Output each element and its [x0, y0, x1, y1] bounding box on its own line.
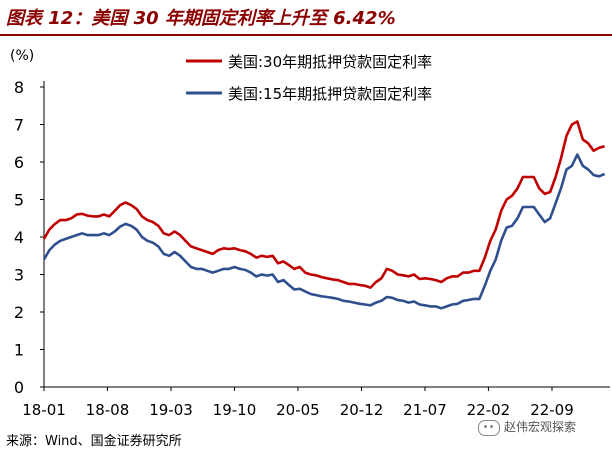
legend-label: 美国:15年期抵押贷款固定利率 — [228, 85, 432, 103]
legend-label: 美国:30年期抵押贷款固定利率 — [228, 53, 432, 71]
y-tick-label: 5 — [14, 191, 24, 210]
y-tick-label: 4 — [14, 228, 24, 247]
y-tick-label: 8 — [14, 78, 24, 97]
y-tick-label: 0 — [14, 378, 24, 397]
title-bar: 图表 12：美国 30 年期固定利率上升至 6.42% — [0, 0, 612, 36]
y-tick-label: 6 — [14, 153, 24, 172]
figure-title: 图表 12：美国 30 年期固定利率上升至 6.42% — [6, 8, 396, 29]
line-30yr-fixed-rate — [42, 120, 605, 289]
y-axis-unit-label: (%) — [10, 48, 34, 64]
x-tick-label: 22-02 — [467, 401, 511, 419]
y-tick-label: 1 — [14, 341, 24, 360]
watermark-text: 赵伟宏观探索 — [504, 420, 577, 434]
legend-15yr: 美国:15年期抵押贷款固定利率 — [186, 85, 432, 103]
line-15yr-fixed-rate — [42, 153, 606, 310]
x-tick-label: 20-05 — [276, 401, 320, 419]
y-tick-label: 3 — [14, 266, 24, 285]
wechat-icon — [478, 419, 500, 436]
y-tick-label: 2 — [14, 303, 24, 322]
x-tick-label: 21-07 — [403, 401, 447, 419]
x-tick-label: 19-10 — [213, 401, 257, 419]
y-tick-label: 7 — [14, 116, 24, 135]
legend-30yr: 美国:30年期抵押贷款固定利率 — [186, 53, 432, 71]
x-tick-label: 18-08 — [86, 401, 130, 419]
watermark: 赵伟宏观探索 — [478, 418, 576, 436]
x-tick-label: 19-03 — [149, 401, 193, 419]
x-tick-label: 22-09 — [530, 401, 574, 419]
x-tick-label: 20-12 — [340, 401, 384, 419]
source-note: 来源：Wind、国金证券研究所 — [6, 434, 182, 449]
x-tick-label: 18-01 — [22, 401, 66, 419]
chart-svg: (%) 0 1 2 3 4 5 6 7 8 18-01 18-08 19-03 19-10 20-05 20-… — [10, 48, 610, 419]
